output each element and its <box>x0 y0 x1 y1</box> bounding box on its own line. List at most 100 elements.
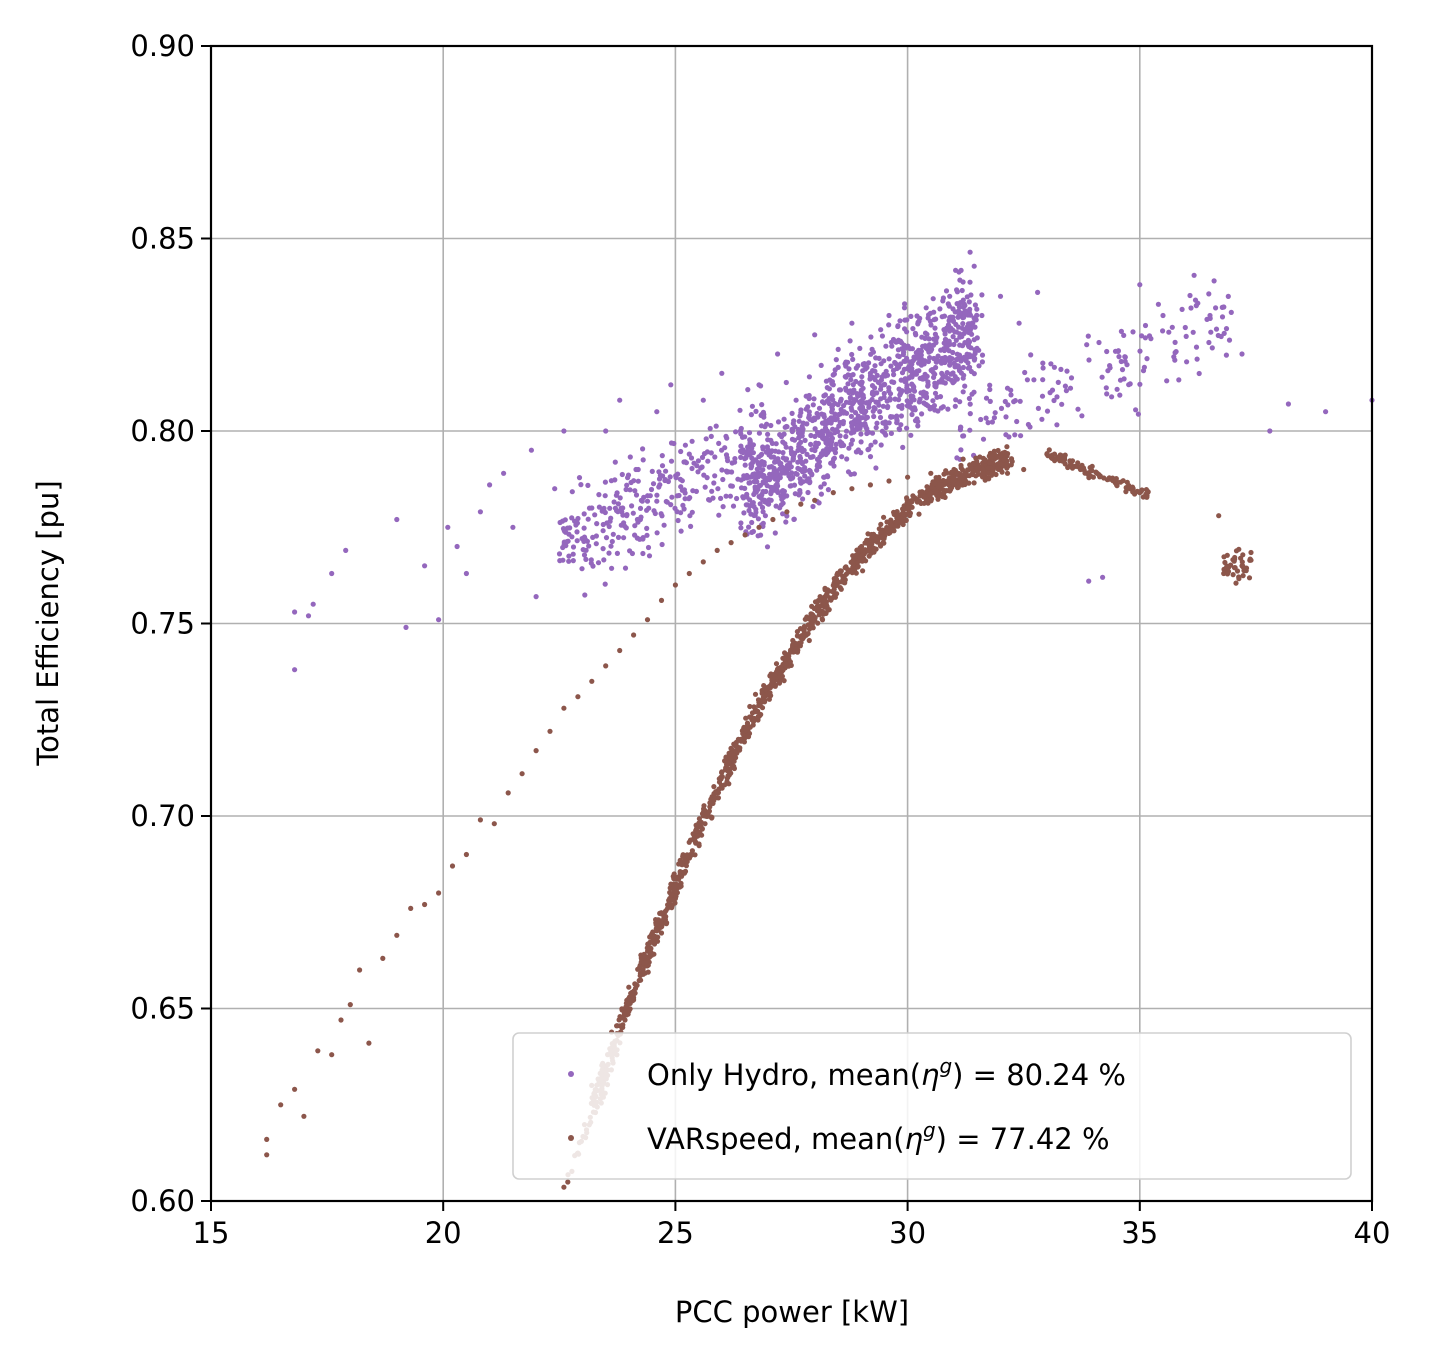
data-point <box>732 748 738 754</box>
data-point <box>821 400 827 406</box>
data-point <box>847 338 853 344</box>
data-point <box>727 493 734 499</box>
data-point <box>1183 333 1189 339</box>
data-point <box>1124 479 1130 485</box>
data-point <box>867 454 874 460</box>
data-point <box>773 441 779 447</box>
data-point <box>741 475 747 482</box>
data-point <box>657 482 663 488</box>
data-point <box>565 538 571 544</box>
data-point <box>1040 365 1046 371</box>
data-point <box>861 551 867 557</box>
data-point <box>1239 351 1245 357</box>
data-point <box>991 415 998 421</box>
legend-box <box>512 1032 1352 1180</box>
data-point <box>581 511 587 517</box>
data-point <box>1104 391 1110 397</box>
data-point <box>719 467 725 473</box>
data-point <box>965 360 971 366</box>
data-point <box>964 473 970 479</box>
data-point <box>647 493 653 499</box>
data-point <box>612 505 619 511</box>
data-point <box>746 524 752 530</box>
data-point <box>848 430 854 436</box>
data-point <box>654 530 660 536</box>
data-point <box>1099 374 1105 380</box>
data-point <box>903 517 909 524</box>
data-point <box>749 529 755 536</box>
data-point <box>772 530 778 536</box>
data-point <box>668 892 674 898</box>
data-point <box>940 404 946 410</box>
data-point <box>822 425 829 431</box>
data-point <box>608 543 614 549</box>
data-point <box>809 454 815 460</box>
data-point <box>941 357 947 363</box>
data-point <box>1068 375 1075 381</box>
data-point <box>715 486 721 492</box>
y-tick-label: 0.65 <box>130 992 195 1026</box>
data-point <box>755 533 761 539</box>
data-point <box>942 380 948 386</box>
data-point <box>678 448 684 455</box>
data-point <box>972 355 978 362</box>
data-point <box>874 420 880 426</box>
data-point <box>867 376 873 382</box>
data-point <box>561 428 567 434</box>
data-point <box>1058 366 1064 372</box>
data-point <box>676 876 682 882</box>
data-point <box>610 531 616 537</box>
data-point <box>812 443 818 449</box>
data-point <box>837 439 843 445</box>
data-point <box>966 329 972 336</box>
data-point <box>590 534 596 541</box>
data-point <box>658 918 664 925</box>
data-point <box>640 550 646 557</box>
data-point <box>909 346 916 352</box>
data-point <box>818 491 825 497</box>
data-point <box>947 293 953 299</box>
data-point <box>626 984 632 990</box>
data-point <box>1194 356 1200 362</box>
data-point <box>784 509 790 515</box>
data-point <box>1004 453 1010 459</box>
data-point <box>734 495 740 502</box>
data-point <box>557 519 563 526</box>
data-point <box>842 580 848 586</box>
data-point <box>687 837 694 843</box>
data-point <box>808 441 814 447</box>
data-point <box>961 314 967 320</box>
data-point <box>818 362 824 368</box>
data-point <box>678 510 684 516</box>
data-point <box>932 325 938 331</box>
data-point <box>855 548 861 554</box>
data-point <box>1018 433 1024 439</box>
data-point <box>823 435 829 441</box>
data-point <box>1048 455 1054 461</box>
data-point <box>980 436 987 442</box>
data-point <box>632 532 638 538</box>
data-point <box>902 317 908 323</box>
data-point <box>807 615 814 622</box>
y-tick-label: 0.70 <box>130 799 195 833</box>
data-point <box>722 758 728 764</box>
data-point <box>855 363 861 369</box>
data-point <box>970 460 977 466</box>
data-point <box>824 593 830 599</box>
data-point <box>890 367 897 374</box>
data-point <box>1047 390 1053 396</box>
data-point <box>794 471 800 477</box>
data-point <box>932 390 939 396</box>
data-point <box>1155 301 1161 307</box>
data-point <box>960 456 966 462</box>
data-point <box>781 416 787 422</box>
data-point <box>985 465 992 471</box>
data-point <box>1135 411 1141 417</box>
data-point <box>680 852 686 858</box>
data-point <box>343 547 349 554</box>
data-point <box>589 678 595 684</box>
data-point <box>895 347 902 353</box>
data-point <box>907 359 913 365</box>
data-point <box>834 572 840 578</box>
